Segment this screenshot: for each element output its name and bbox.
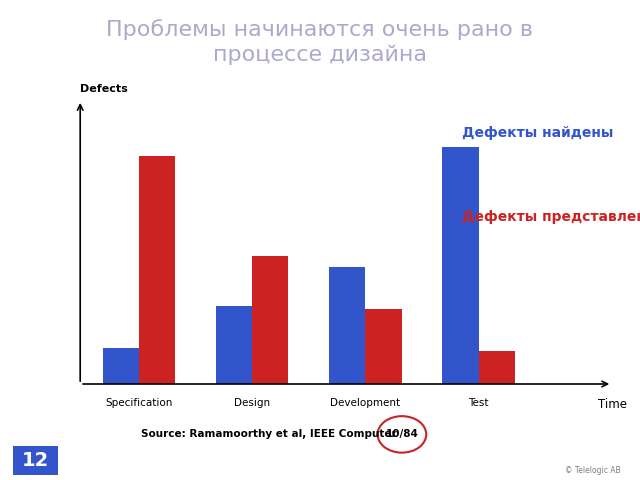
Text: Source: Ramamoorthy et al, IEEE Computer: Source: Ramamoorthy et al, IEEE Computer	[141, 430, 397, 439]
Bar	[365, 309, 402, 384]
Text: 12: 12	[22, 451, 49, 470]
Text: Дефекты представлены: Дефекты представлены	[461, 210, 640, 224]
Text: Design: Design	[234, 398, 270, 408]
Text: Time: Time	[598, 398, 627, 411]
Text: Test: Test	[468, 398, 489, 408]
Text: Проблемы начинаются очень рано в
процессе дизайна: Проблемы начинаются очень рано в процесс…	[106, 19, 534, 65]
Bar	[216, 306, 252, 384]
Bar	[329, 267, 365, 384]
Bar	[139, 156, 175, 384]
Bar	[479, 350, 515, 384]
Text: Development: Development	[330, 398, 401, 408]
Text: Дефекты найдены: Дефекты найдены	[461, 126, 613, 141]
Text: © Telelogic AB: © Telelogic AB	[565, 466, 621, 475]
Bar	[442, 147, 479, 384]
Text: Specification: Specification	[106, 398, 173, 408]
Text: 10/84: 10/84	[385, 430, 419, 439]
Bar	[103, 348, 139, 384]
Bar	[252, 256, 289, 384]
Text: Defects: Defects	[80, 84, 128, 95]
